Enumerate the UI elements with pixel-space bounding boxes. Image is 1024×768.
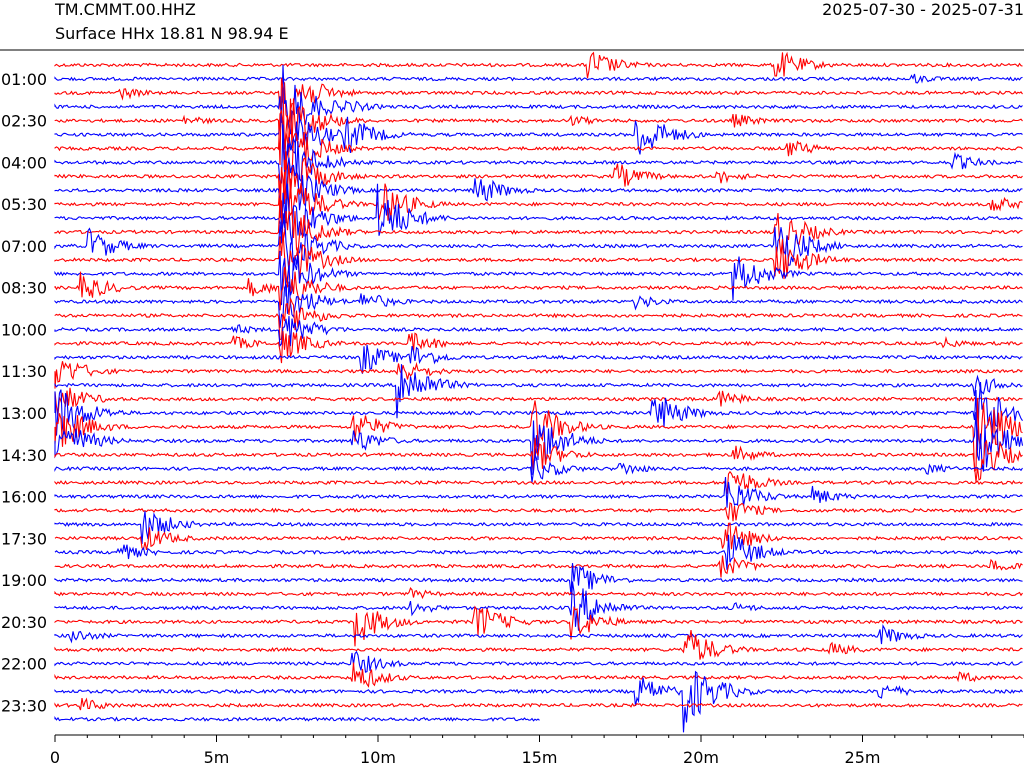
trace-line (54, 109, 1023, 177)
trace-line (54, 316, 1023, 348)
x-tick-label: 15m (522, 748, 558, 767)
trace-line (54, 73, 1023, 84)
trace-line (54, 715, 540, 722)
y-tick-label: 22:00 (1, 655, 47, 674)
x-tick-label: 25m (845, 748, 881, 767)
x-tick-label: 5m (204, 748, 230, 767)
trace-line (54, 171, 1023, 221)
trace-line (54, 502, 1023, 522)
trace-line (54, 476, 1023, 508)
y-tick-label: 10:00 (1, 320, 47, 339)
y-tick-label: 19:00 (1, 571, 47, 590)
y-tick-label: 01:00 (1, 70, 47, 89)
trace-line (54, 437, 1023, 483)
y-tick-label: 16:00 (1, 488, 47, 507)
trace-line (54, 381, 1023, 451)
trace-line (54, 670, 1023, 733)
trace-line (54, 107, 1023, 173)
y-tick-label: 04:00 (1, 153, 47, 172)
chart-axes: 0 5m 10m 15m 20m 25m 01:00 02:30 04:00 05:30 07:00… (0, 49, 1024, 767)
trace-line (54, 212, 1023, 273)
trace-line (54, 151, 1023, 218)
trace-line (54, 344, 1023, 374)
y-tick-label: 20:30 (1, 613, 47, 632)
trace-line (54, 563, 1023, 596)
trace-line (54, 361, 1023, 389)
y-tick-label: 17:30 (1, 529, 47, 548)
trace-line (54, 197, 1023, 255)
trace-line (54, 522, 1023, 551)
trace-line (54, 511, 1023, 545)
trace-line (54, 587, 1023, 600)
x-tick-label: 20m (683, 748, 719, 767)
y-tick-label: 08:30 (1, 279, 47, 298)
trace-line (54, 581, 1023, 631)
trace-line (54, 412, 1024, 475)
trace-line (54, 364, 1023, 419)
trace-line (54, 51, 1023, 79)
y-tick-label: 14:30 (1, 446, 47, 465)
trace-line (54, 77, 1023, 166)
plot-header: TM.CMMT.00.HHZ Surface HHx 18.81 N 98.94… (0, 0, 1024, 50)
trace-line (54, 183, 1023, 245)
station-code: TM.CMMT.00.HHZ (55, 0, 196, 19)
trace-line (54, 157, 1023, 230)
trace-line (54, 454, 1023, 483)
trace-line (54, 267, 1023, 311)
date-range: 2025-07-30 - 2025-07-31 (822, 0, 1024, 19)
trace-line (54, 298, 1023, 341)
y-tick-label: 23:30 (1, 696, 47, 715)
trace-line (54, 281, 1023, 328)
x-tick-label: 10m (360, 748, 396, 767)
trace-line (54, 82, 1023, 123)
trace-line (54, 250, 1023, 306)
trace-line (54, 662, 1023, 688)
trace-line (54, 534, 1023, 570)
trace-line (54, 650, 1023, 673)
y-tick-label: 13:00 (1, 404, 47, 423)
trace-line (54, 387, 1023, 416)
trace-line (54, 64, 1023, 135)
y-tick-label: 02:30 (1, 112, 47, 131)
trace-line (54, 605, 1023, 647)
station-location: Surface HHx 18.81 N 98.94 E (55, 24, 289, 43)
trace-line (54, 555, 1023, 578)
trace-group (54, 51, 1024, 733)
trace-line (54, 232, 1023, 286)
trace-line (54, 124, 1023, 184)
y-tick-label: 07:00 (1, 237, 47, 256)
y-tick-label: 05:30 (1, 195, 47, 214)
trace-line (54, 697, 1023, 711)
trace-line (54, 623, 1023, 645)
x-tick-label: 0 (50, 748, 60, 767)
trace-line (54, 331, 1023, 364)
trace-line (54, 630, 1023, 660)
trace-line (54, 470, 1023, 494)
y-tick-label: 11:30 (1, 362, 47, 381)
